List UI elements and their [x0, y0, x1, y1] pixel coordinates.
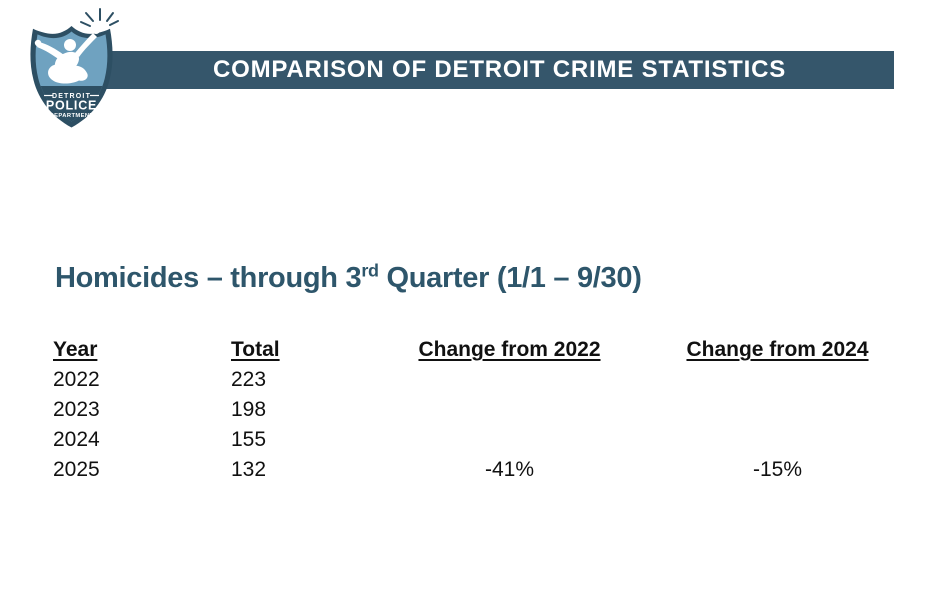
col-header-total: Total [231, 338, 280, 361]
header-bar: COMPARISON OF DETROIT CRIME STATISTICS [65, 51, 894, 89]
cell-year: 2024 [53, 428, 100, 451]
cell-year: 2025 [53, 458, 100, 481]
cell-total: 223 [231, 368, 267, 391]
homicides-table: Year Total Change from 2022 Change from … [53, 338, 893, 488]
table-row: 2025 132 -41% -15% [53, 458, 893, 488]
spirit-figure-icon [34, 26, 100, 84]
col-header-change-2022: Change from 2022 [418, 338, 601, 361]
table-row: 2024 155 [53, 428, 893, 458]
cell-year: 2022 [53, 368, 100, 391]
table-header-row: Year Total Change from 2022 Change from … [53, 338, 893, 368]
badge-text-police: POLICE [46, 99, 97, 113]
section-title-suffix: Quarter (1/1 – 9/30) [378, 262, 642, 294]
badge-text-department: DEPARTMENT [50, 113, 94, 119]
cell-year: 2023 [53, 398, 100, 421]
col-header-change-2024: Change from 2024 [686, 338, 869, 361]
table-row: 2023 198 [53, 398, 893, 428]
section-title: Homicides – through 3rd Quarter (1/1 – 9… [55, 260, 642, 295]
col-header-year: Year [53, 338, 98, 361]
badge-text-detroit: DETROIT [52, 93, 91, 100]
sparkle-icon [80, 8, 119, 27]
cell-change-2024: -15% [752, 458, 803, 481]
section-title-prefix: Homicides – through 3 [55, 262, 362, 294]
table-row: 2022 223 [53, 368, 893, 398]
section-title-ordinal: rd [361, 260, 379, 281]
police-badge-icon: DETROIT POLICE DEPARTMENT [30, 8, 119, 128]
dpd-badge-logo: DETROIT POLICE DEPARTMENT [23, 6, 120, 133]
cell-change-2022: -41% [484, 458, 535, 481]
cell-total: 198 [231, 398, 267, 421]
cell-total: 155 [231, 428, 267, 451]
cell-total: 132 [231, 458, 267, 481]
header-title: COMPARISON OF DETROIT CRIME STATISTICS [212, 56, 787, 83]
